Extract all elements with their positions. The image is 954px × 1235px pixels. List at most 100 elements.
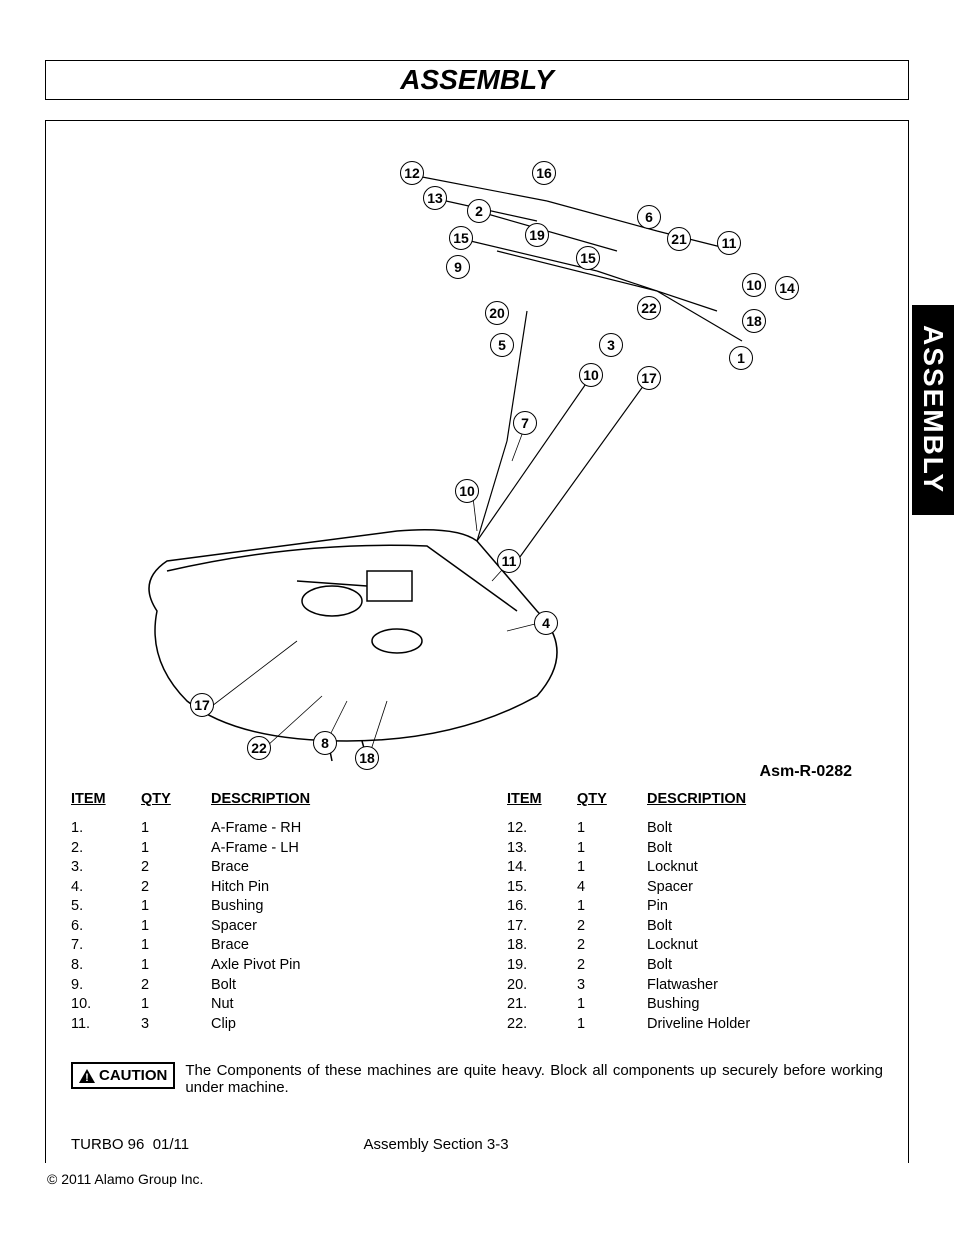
cell-qty: 1 bbox=[141, 819, 211, 839]
cell-desc: Bolt bbox=[647, 956, 672, 976]
callout-bubble: 17 bbox=[637, 366, 661, 390]
header-qty: QTY bbox=[577, 791, 647, 807]
cell-qty: 2 bbox=[141, 878, 211, 898]
cell-item: 9. bbox=[71, 976, 141, 996]
cell-qty: 1 bbox=[577, 858, 647, 878]
parts-column-right: ITEM QTY DESCRIPTION 12.1Bolt13.1Bolt14.… bbox=[507, 791, 883, 1034]
parts-row: 16.1Pin bbox=[507, 897, 883, 917]
cell-desc: Locknut bbox=[647, 858, 698, 878]
caution-badge: ! CAUTION bbox=[71, 1062, 175, 1089]
callout-bubble: 21 bbox=[667, 227, 691, 251]
cell-desc: Nut bbox=[211, 995, 234, 1015]
cell-desc: Bolt bbox=[647, 839, 672, 859]
callout-bubble: 10 bbox=[455, 479, 479, 503]
parts-row: 18.2Locknut bbox=[507, 936, 883, 956]
cell-desc: Flatwasher bbox=[647, 976, 718, 996]
callout-bubble: 17 bbox=[190, 693, 214, 717]
cell-qty: 2 bbox=[577, 917, 647, 937]
parts-row: 6.1Spacer bbox=[71, 917, 447, 937]
svg-text:!: ! bbox=[85, 1072, 89, 1083]
callout-bubble: 16 bbox=[532, 161, 556, 185]
copyright: © 2011 Alamo Group Inc. bbox=[45, 1171, 909, 1187]
parts-row: 11.3Clip bbox=[71, 1015, 447, 1035]
cell-item: 5. bbox=[71, 897, 141, 917]
callout-bubble: 9 bbox=[446, 255, 470, 279]
callout-bubble: 10 bbox=[742, 273, 766, 297]
callout-bubble: 8 bbox=[313, 731, 337, 755]
caution-label: CAUTION bbox=[99, 1067, 167, 1084]
footer-section: Assembly Section 3-3 bbox=[69, 1136, 803, 1153]
callout-bubble: 15 bbox=[449, 226, 473, 250]
parts-row: 15.4Spacer bbox=[507, 878, 883, 898]
cell-item: 3. bbox=[71, 858, 141, 878]
callout-bubble: 1 bbox=[729, 346, 753, 370]
cell-qty: 2 bbox=[141, 858, 211, 878]
callout-bubble: 13 bbox=[423, 186, 447, 210]
cell-desc: Bolt bbox=[211, 976, 236, 996]
cell-qty: 2 bbox=[577, 956, 647, 976]
parts-header: ITEM QTY DESCRIPTION bbox=[507, 791, 883, 807]
parts-row: 5.1Bushing bbox=[71, 897, 447, 917]
callout-bubble: 6 bbox=[637, 205, 661, 229]
cell-item: 2. bbox=[71, 839, 141, 859]
cell-item: 16. bbox=[507, 897, 577, 917]
page-title: ASSEMBLY bbox=[400, 64, 554, 96]
parts-row: 4.2Hitch Pin bbox=[71, 878, 447, 898]
cell-desc: A-Frame - RH bbox=[211, 819, 301, 839]
parts-column-left: ITEM QTY DESCRIPTION 1.1A-Frame - RH2.1A… bbox=[71, 791, 447, 1034]
header-desc: DESCRIPTION bbox=[211, 791, 310, 807]
cell-desc: Brace bbox=[211, 858, 249, 878]
cell-desc: Bushing bbox=[647, 995, 699, 1015]
cell-qty: 1 bbox=[141, 995, 211, 1015]
parts-row: 1.1A-Frame - RH bbox=[71, 819, 447, 839]
cell-desc: Spacer bbox=[211, 917, 257, 937]
header-qty: QTY bbox=[141, 791, 211, 807]
assembly-diagram: 1216132615192111915101420221853110177101… bbox=[97, 141, 857, 781]
cell-desc: Bolt bbox=[647, 819, 672, 839]
parts-row: 20.3Flatwasher bbox=[507, 976, 883, 996]
cell-desc: Driveline Holder bbox=[647, 1015, 750, 1035]
parts-row: 19.2Bolt bbox=[507, 956, 883, 976]
cell-qty: 1 bbox=[577, 897, 647, 917]
cell-qty: 1 bbox=[141, 897, 211, 917]
caution-text: The Components of these machines are qui… bbox=[185, 1062, 883, 1096]
cell-desc: Spacer bbox=[647, 878, 693, 898]
callout-bubble: 14 bbox=[775, 276, 799, 300]
cell-desc: Axle Pivot Pin bbox=[211, 956, 300, 976]
footer-row: TURBO 96 01/11 Assembly Section 3-3 bbox=[61, 1136, 893, 1153]
parts-header: ITEM QTY DESCRIPTION bbox=[71, 791, 447, 807]
cell-item: 10. bbox=[71, 995, 141, 1015]
parts-row: 2.1A-Frame - LH bbox=[71, 839, 447, 859]
callout-bubble: 11 bbox=[717, 231, 741, 255]
parts-row: 13.1Bolt bbox=[507, 839, 883, 859]
header-desc: DESCRIPTION bbox=[647, 791, 746, 807]
cell-item: 12. bbox=[507, 819, 577, 839]
cell-desc: A-Frame - LH bbox=[211, 839, 299, 859]
cell-item: 21. bbox=[507, 995, 577, 1015]
cell-item: 14. bbox=[507, 858, 577, 878]
parts-row: 10.1Nut bbox=[71, 995, 447, 1015]
parts-row: 12.1Bolt bbox=[507, 819, 883, 839]
title-bar: ASSEMBLY bbox=[45, 60, 909, 100]
cell-desc: Bolt bbox=[647, 917, 672, 937]
parts-row: 7.1Brace bbox=[71, 936, 447, 956]
cell-qty: 2 bbox=[577, 936, 647, 956]
parts-row: 22.1Driveline Holder bbox=[507, 1015, 883, 1035]
content-frame: 1216132615192111915101420221853110177101… bbox=[45, 120, 909, 1163]
cell-desc: Locknut bbox=[647, 936, 698, 956]
cell-qty: 1 bbox=[141, 936, 211, 956]
cell-desc: Pin bbox=[647, 897, 668, 917]
cell-qty: 3 bbox=[577, 976, 647, 996]
header-item: ITEM bbox=[507, 791, 577, 807]
callout-bubble: 3 bbox=[599, 333, 623, 357]
callout-bubble: 19 bbox=[525, 223, 549, 247]
cell-desc: Brace bbox=[211, 936, 249, 956]
callout-bubble: 12 bbox=[400, 161, 424, 185]
header-item: ITEM bbox=[71, 791, 141, 807]
cell-item: 4. bbox=[71, 878, 141, 898]
cell-qty: 1 bbox=[577, 819, 647, 839]
cell-qty: 1 bbox=[577, 995, 647, 1015]
side-tab: ASSEMBLY bbox=[912, 305, 954, 515]
cell-desc: Clip bbox=[211, 1015, 236, 1035]
parts-row: 17.2Bolt bbox=[507, 917, 883, 937]
